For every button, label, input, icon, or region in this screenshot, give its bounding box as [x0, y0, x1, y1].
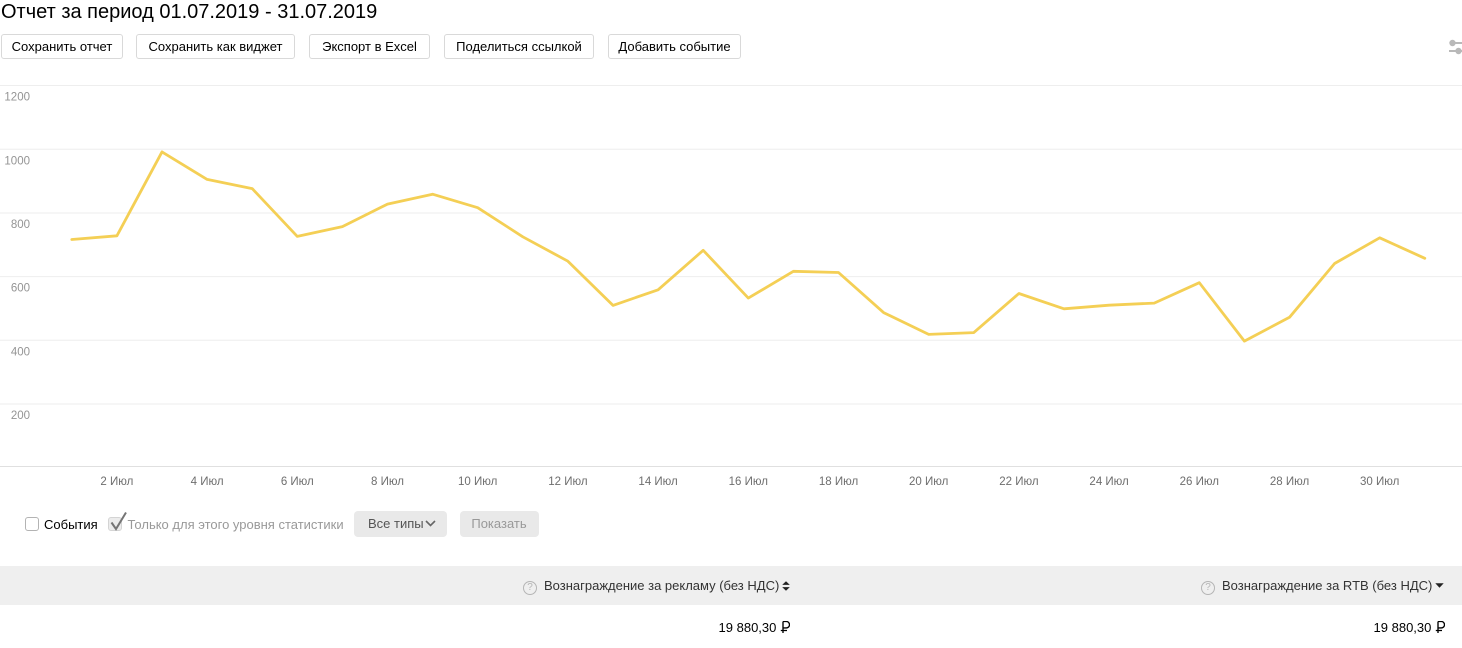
svg-text:20 Июл: 20 Июл [909, 476, 948, 488]
svg-text:22 Июл: 22 Июл [999, 476, 1038, 488]
svg-text:16 Июл: 16 Июл [729, 476, 768, 488]
svg-text:2 Июл: 2 Июл [100, 476, 133, 488]
svg-text:24 Июл: 24 Июл [1089, 476, 1128, 488]
svg-text:12 Июл: 12 Июл [548, 476, 587, 488]
svg-text:4 Июл: 4 Июл [191, 476, 224, 488]
svg-text:30 Июл: 30 Июл [1360, 476, 1399, 488]
svg-text:1000: 1000 [4, 155, 30, 167]
svg-text:14 Июл: 14 Июл [638, 476, 677, 488]
svg-text:200: 200 [11, 410, 30, 422]
svg-text:8 Июл: 8 Июл [371, 476, 404, 488]
svg-text:600: 600 [11, 283, 30, 295]
svg-text:1200: 1200 [4, 92, 30, 104]
svg-text:6 Июл: 6 Июл [281, 476, 314, 488]
svg-text:400: 400 [11, 346, 30, 358]
svg-text:18 Июл: 18 Июл [819, 476, 858, 488]
svg-text:800: 800 [11, 219, 30, 231]
svg-text:28 Июл: 28 Июл [1270, 476, 1309, 488]
svg-text:26 Июл: 26 Июл [1180, 476, 1219, 488]
svg-text:10 Июл: 10 Июл [458, 476, 497, 488]
